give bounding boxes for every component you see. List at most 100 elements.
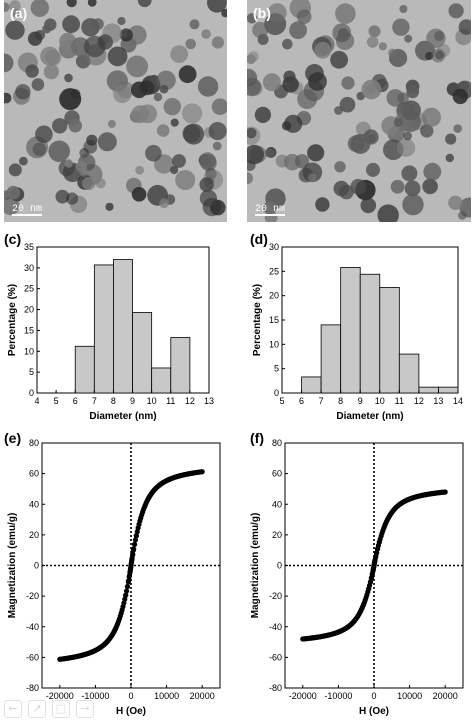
data-point: [374, 546, 381, 552]
tem-particle: [420, 124, 434, 138]
histogram-bar: [132, 312, 153, 394]
viewer-nav: ← ↗ □ →: [4, 700, 94, 718]
data-point: [199, 469, 205, 475]
tem-particle: [252, 21, 269, 39]
next-icon[interactable]: →: [76, 700, 94, 718]
back-icon[interactable]: ←: [4, 700, 22, 718]
histogram-bar: [170, 337, 191, 394]
histogram-bar: [93, 264, 114, 394]
tem-particle: [127, 25, 147, 45]
histogram-bar: [418, 386, 439, 394]
x-axis-title: Diameter (nm): [336, 411, 403, 422]
tem-particle: [335, 3, 356, 24]
y-tick-label: -20: [26, 591, 39, 601]
tem-particle: [453, 124, 463, 133]
tem-particle: [267, 3, 287, 23]
tem-particle: [282, 38, 293, 50]
x-tick-label: 10: [147, 396, 157, 406]
tem-particle: [282, 76, 299, 93]
tem-particle: [308, 72, 327, 91]
tem-particle: [284, 114, 303, 133]
y-tick-label: 0: [29, 388, 34, 398]
tem-particle: [131, 187, 147, 202]
x-tick-label: 20000: [433, 691, 458, 701]
x-axis-title: H (Oe): [359, 706, 389, 717]
histogram-bar: [359, 273, 381, 394]
y-tick-label: 5: [29, 367, 34, 377]
forward-icon[interactable]: ↗: [28, 700, 46, 718]
tem-particle: [170, 165, 179, 175]
x-tick-label: 13: [204, 396, 214, 406]
tem-particle: [159, 198, 170, 209]
page-icon[interactable]: □: [52, 700, 70, 718]
x-tick-label: 0: [371, 691, 376, 701]
tem-particle: [263, 201, 277, 215]
y-tick-label: -60: [269, 652, 282, 662]
tem-particle: [30, 0, 49, 17]
tem-particle: [42, 24, 52, 34]
tem-particle: [159, 84, 169, 94]
tem-particle: [75, 160, 88, 173]
tem-particle: [199, 177, 214, 192]
tem-particle: [265, 148, 275, 158]
tem-particle: [377, 204, 399, 222]
histogram-bar: [398, 353, 420, 394]
tem-particle: [247, 144, 264, 165]
histogram-bar: [340, 267, 361, 394]
tem-particle: [68, 119, 83, 133]
tem-particle: [421, 107, 441, 127]
y-tick-label: 0: [34, 561, 39, 571]
tem-particle: [431, 48, 446, 63]
y-tick-label: 25: [24, 284, 34, 294]
tem-particle: [4, 2, 10, 12]
tem-particle: [452, 88, 468, 105]
tem-particle: [393, 117, 403, 127]
x-tick-label: 6: [73, 396, 78, 406]
tem-particle: [307, 173, 317, 182]
tem-particle: [40, 46, 60, 66]
y-axis-title: Percentage (%): [7, 284, 18, 356]
scale-bar-label-b: 20 nm: [255, 204, 285, 215]
tem-particle: [275, 154, 289, 168]
y-tick-label: 20: [269, 291, 279, 301]
tem-particle: [366, 162, 380, 177]
tem-particle: [289, 21, 307, 40]
x-tick-label: 11: [166, 396, 175, 406]
x-tick-label: 0: [128, 691, 133, 701]
tem-particle: [208, 122, 227, 141]
tem-particle: [170, 45, 189, 63]
tem-particle: [426, 28, 446, 48]
tem-particle: [156, 70, 176, 91]
x-tick-label: 11: [395, 396, 404, 406]
histogram-bar: [301, 376, 322, 394]
tem-particle: [390, 179, 405, 194]
tem-particle: [404, 34, 413, 43]
tem-particle: [5, 20, 25, 40]
x-tick-label: 4: [34, 396, 39, 406]
tem-particle: [55, 189, 70, 204]
tem-particle: [247, 127, 257, 139]
y-tick-label: 30: [24, 263, 34, 273]
y-tick-label: -60: [26, 652, 39, 662]
y-tick-label: 80: [272, 438, 282, 448]
y-tick-label: 60: [29, 469, 39, 479]
tem-particle: [4, 196, 20, 216]
panel-label-a: (a): [10, 5, 27, 21]
x-tick-label: 5: [54, 396, 59, 406]
x-tick-label: -10000: [81, 691, 109, 701]
tem-particle: [284, 153, 301, 171]
scale-bar-b: [255, 214, 285, 216]
y-tick-label: 5: [274, 364, 279, 374]
x-tick-label: 10: [375, 396, 385, 406]
y-tick-label: 40: [272, 499, 282, 509]
x-tick-label: 7: [319, 396, 324, 406]
y-tick-label: 80: [29, 438, 39, 448]
x-tick-label: 13: [433, 396, 443, 406]
x-tick-label: 10000: [397, 691, 422, 701]
tem-image-a: (a) 20 nm: [4, 0, 227, 222]
tem-particle: [66, 0, 77, 8]
data-point: [122, 596, 128, 602]
y-tick-label: -40: [269, 622, 282, 632]
